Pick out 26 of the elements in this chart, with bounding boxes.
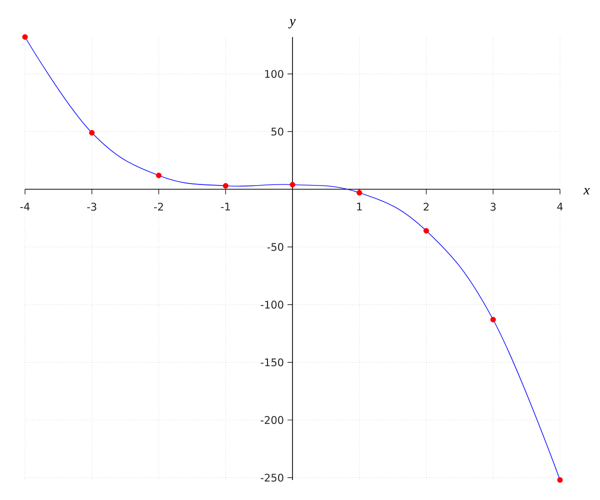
y-axis-title: y (288, 18, 296, 28)
y-tick-label: 50 (271, 128, 284, 136)
x-axis-title: x (583, 188, 590, 194)
y-tick-label: -150 (260, 358, 284, 366)
x-tick-label: -4 (20, 202, 30, 210)
point (89, 130, 95, 136)
point (290, 182, 296, 188)
y-tick-label: 100 (265, 70, 284, 78)
point (222, 183, 228, 189)
x-tick-label: -3 (87, 202, 96, 211)
point (490, 316, 496, 322)
y-tick-label: -100 (260, 300, 284, 309)
x-tick-label: 2 (424, 202, 429, 211)
point (423, 228, 430, 234)
point (22, 34, 28, 40)
point (156, 172, 162, 178)
y-tick-label: -250 (260, 474, 284, 482)
x-tick-label: 3 (490, 202, 496, 211)
y-tick-label: -200 (260, 416, 284, 424)
x-tick-label: 4 (557, 202, 563, 210)
x-tick-label: -1 (220, 202, 230, 210)
x-tick-label: 1 (357, 202, 362, 210)
point (557, 477, 563, 483)
point (356, 190, 362, 196)
y-tick-label: -50 (267, 243, 284, 251)
x-tick-label: -2 (154, 202, 163, 211)
